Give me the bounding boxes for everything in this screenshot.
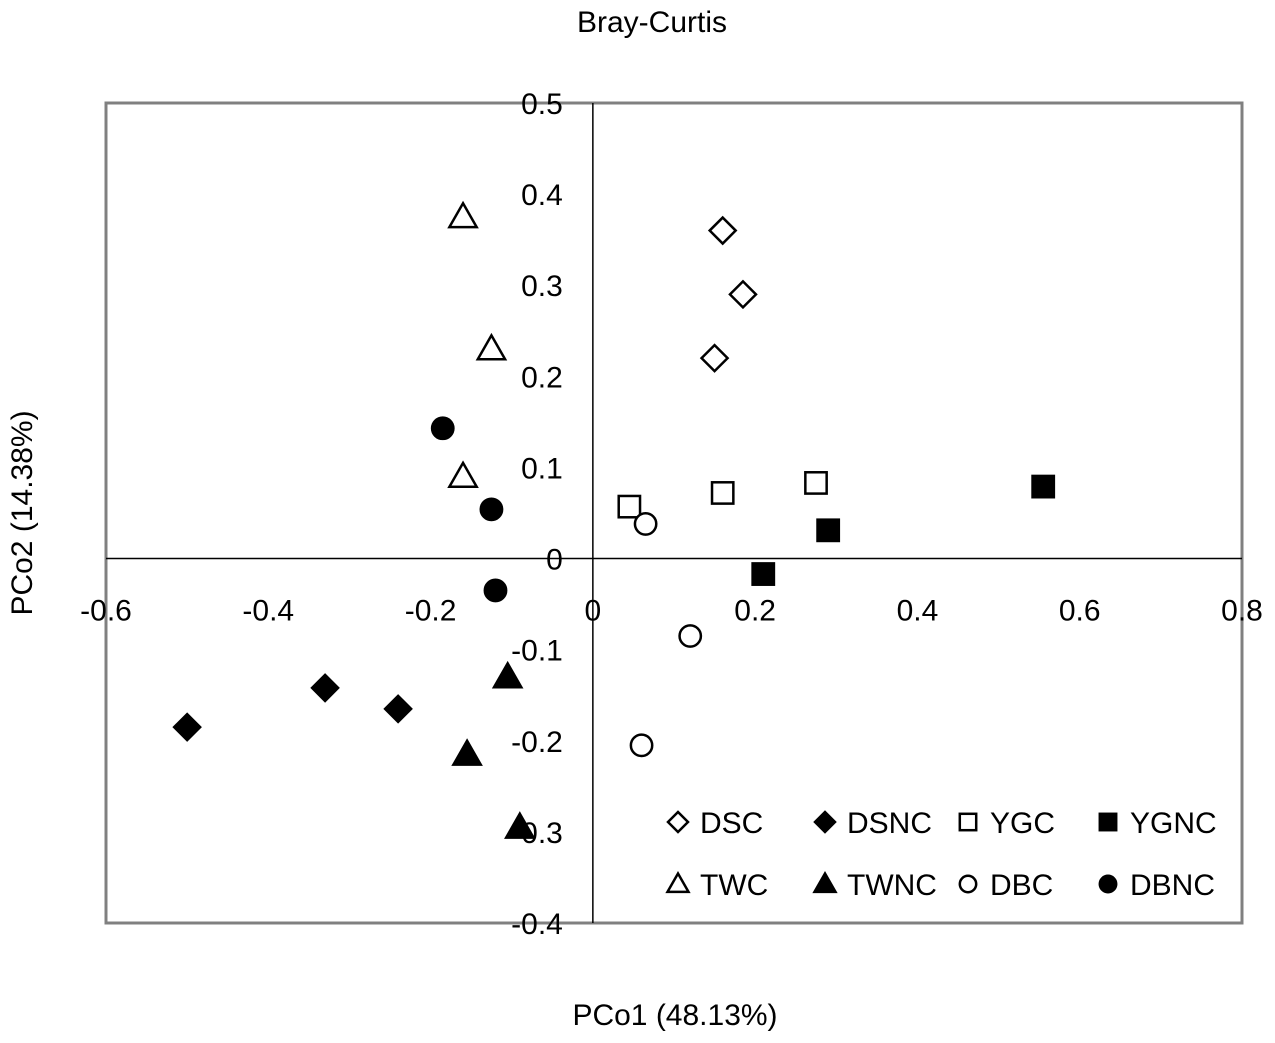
legend: DSC DSNC YGC YGNC TWC TWNC DBC DBNC — [665, 807, 1217, 902]
point-dsnc-diamond — [310, 673, 340, 703]
point-dbnc-circle — [430, 416, 455, 441]
point-ygnc-square — [816, 518, 841, 543]
point-twc-triangle — [447, 200, 479, 229]
y-axis-label: PCo2 (14.38%) — [6, 410, 39, 615]
x-tick-label: -0.6 — [80, 595, 132, 628]
legend-label-dsc: DSC — [700, 807, 763, 840]
x-tick-label: 0.6 — [1059, 595, 1101, 628]
point-dsc-diamond — [728, 279, 758, 310]
legend-marker-ygnc — [1098, 812, 1118, 832]
y-ticks: 0.50.40.30.20.10-0.1-0.2-0.3-0.4 — [511, 88, 563, 941]
y-tick-label: -0.1 — [511, 635, 563, 668]
y-tick-label: -0.2 — [511, 726, 563, 759]
point-dbnc-circle — [483, 578, 508, 603]
x-tick-label: 0.8 — [1221, 595, 1263, 628]
legend-marker-ygc — [958, 812, 978, 832]
legend-label-twnc: TWNC — [847, 869, 937, 902]
axes — [106, 103, 1242, 923]
point-dsnc-diamond — [172, 712, 202, 742]
y-tick-label: 0.4 — [521, 179, 563, 212]
legend-label-twc: TWC — [700, 869, 768, 902]
point-twc-triangle — [447, 460, 479, 489]
point-dbc-circle — [678, 624, 703, 648]
x-tick-label: -0.4 — [242, 595, 294, 628]
y-tick-label: 0.2 — [521, 361, 563, 394]
legend-label-dbnc: DBNC — [1130, 869, 1215, 902]
x-tick-label: 0.2 — [734, 595, 776, 628]
point-ygnc-square — [1031, 474, 1056, 499]
legend-marker-twc — [665, 870, 691, 894]
point-ygnc-square — [751, 562, 776, 586]
x-tick-label: -0.2 — [405, 595, 457, 628]
y-tick-label: 0.5 — [521, 88, 563, 121]
y-tick-label: 0.3 — [521, 270, 563, 303]
legend-label-ygnc: YGNC — [1130, 807, 1217, 840]
y-tick-label: 0 — [546, 544, 563, 577]
y-tick-label: 0.1 — [521, 452, 563, 485]
point-twc-triangle — [475, 332, 508, 361]
point-dsc-diamond — [707, 215, 738, 246]
point-twnc-triangle — [451, 738, 483, 766]
legend-label-ygc: YGC — [990, 807, 1055, 840]
data-points — [172, 200, 1056, 839]
x-axis-label: PCo1 (48.13%) — [572, 999, 777, 1032]
chart-title: Bray-Curtis — [577, 6, 727, 39]
point-dsc-diamond — [699, 343, 730, 373]
point-ygc-square — [710, 481, 735, 505]
point-twnc-triangle — [504, 811, 536, 839]
legend-label-dsnc: DSNC — [847, 807, 932, 840]
legend-marker-dbc — [958, 874, 978, 894]
point-dsnc-diamond — [383, 694, 413, 724]
x-tick-label: 0.4 — [897, 595, 939, 628]
y-tick-label: -0.4 — [511, 908, 563, 941]
x-ticks: -0.6 -0.4 -0.2 0 0.2 0.4 0.6 0.8 — [80, 595, 1263, 628]
point-ygc-square — [804, 471, 828, 495]
legend-marker-dbnc — [1098, 874, 1118, 894]
plot-frame — [104, 101, 1244, 925]
point-dbc-circle — [629, 733, 654, 758]
legend-label-dbc: DBC — [990, 869, 1053, 902]
legend-marker-dsnc — [813, 810, 837, 834]
legend-marker-dsc — [666, 810, 690, 834]
point-dbnc-circle — [479, 497, 504, 522]
point-dbc-circle — [633, 512, 658, 536]
legend-marker-twnc — [812, 870, 838, 894]
x-tick-label: 0 — [585, 595, 602, 628]
point-twnc-triangle — [491, 660, 524, 689]
point-ygc-square — [617, 494, 642, 519]
